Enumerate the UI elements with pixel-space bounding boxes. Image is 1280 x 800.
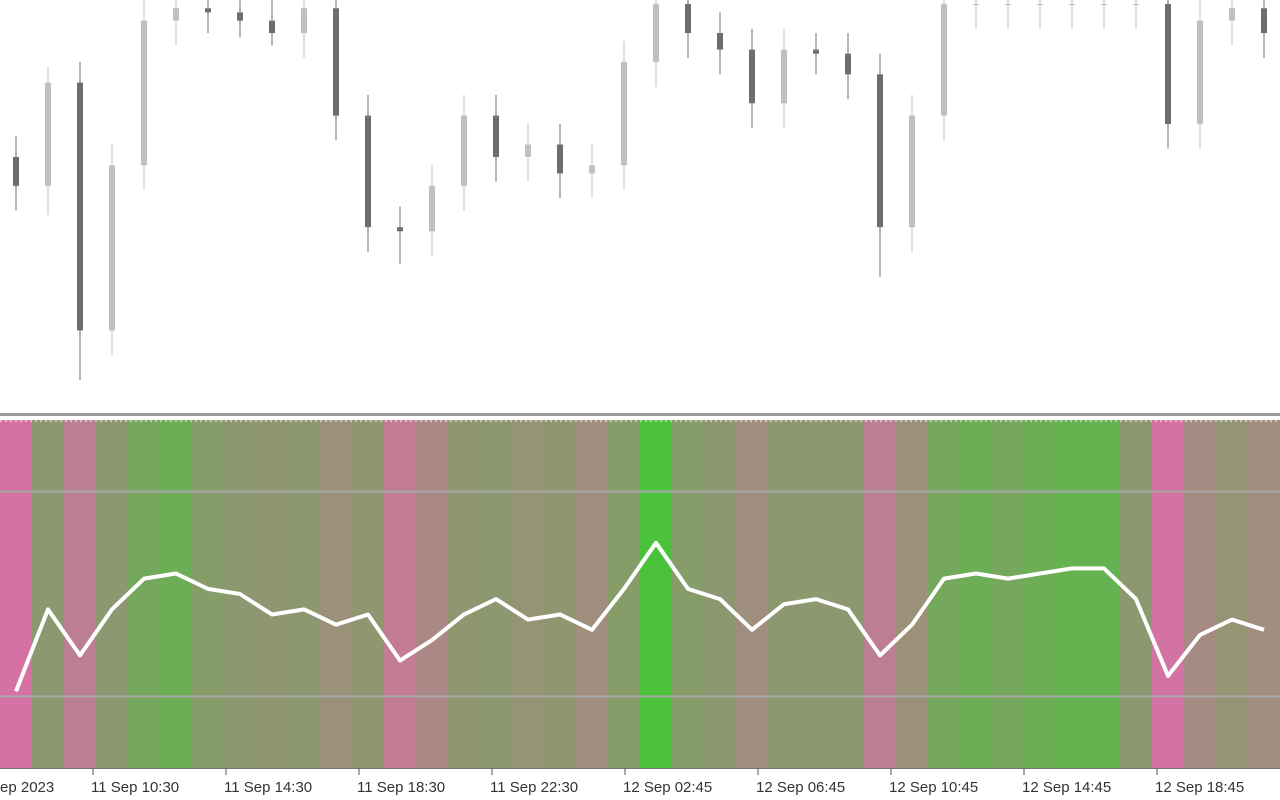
- x-tick-label: 12 Sep 10:45: [889, 779, 978, 796]
- color-band: [416, 420, 448, 768]
- color-band: [768, 420, 800, 768]
- candle-body: [685, 4, 691, 34]
- candle-body: [269, 20, 275, 34]
- candle-body: [1165, 4, 1171, 124]
- color-band: [1184, 420, 1216, 768]
- color-band: [896, 420, 928, 768]
- candle-body: [653, 4, 659, 62]
- color-band: [192, 420, 224, 768]
- color-band: [864, 420, 896, 768]
- candle-body: [1229, 8, 1235, 21]
- color-band: [1056, 420, 1088, 768]
- color-band: [96, 420, 128, 768]
- color-band: [576, 420, 608, 768]
- color-band: [160, 420, 192, 768]
- color-band: [992, 420, 1024, 768]
- candle-body: [109, 165, 115, 331]
- panel-separator: [0, 413, 1280, 416]
- color-band: [1024, 420, 1056, 768]
- candle-body: [141, 20, 147, 166]
- candle-body: [237, 12, 243, 21]
- x-tick-label: 11 Sep 18:30: [357, 779, 445, 796]
- x-tick-label: 12 Sep 14:45: [1022, 779, 1111, 796]
- color-band: [128, 420, 160, 768]
- color-band: [640, 420, 672, 768]
- x-axis: ep 2023 11 Sep 10:30 11 Sep 14:30 11 Sep 18…: [0, 768, 1244, 796]
- color-band: [0, 420, 32, 768]
- candle-body: [1037, 4, 1043, 6]
- candle-body: [365, 115, 371, 228]
- candle-body: [77, 82, 83, 331]
- x-tick-label: 11 Sep 10:30: [91, 779, 179, 796]
- color-band: [320, 420, 352, 768]
- candle-body: [909, 115, 915, 228]
- candle-body: [1069, 4, 1075, 6]
- candle-body: [973, 4, 979, 6]
- color-band: [1248, 420, 1280, 768]
- candle-body: [621, 61, 627, 166]
- color-band: [1216, 420, 1248, 768]
- candle-body: [493, 115, 499, 157]
- candle-body: [557, 144, 563, 174]
- candle-body: [877, 74, 883, 228]
- indicator-panel: [0, 420, 1280, 768]
- rsi-line: [14, 540, 1265, 692]
- color-band: [512, 420, 544, 768]
- candle-body: [749, 49, 755, 104]
- x-tick-label: 11 Sep 14:30: [224, 779, 312, 796]
- candle-body: [1101, 4, 1107, 6]
- color-band: [1088, 420, 1120, 768]
- color-band: [832, 420, 864, 768]
- candle-body: [1197, 20, 1203, 124]
- color-band: [544, 420, 576, 768]
- color-band: [288, 420, 320, 768]
- color-band: [64, 420, 96, 768]
- candle-body: [205, 8, 211, 13]
- candle-body: [1133, 4, 1139, 6]
- candle-body: [429, 185, 435, 232]
- x-tick-label: 12 Sep 06:45: [756, 779, 845, 796]
- candle-body: [525, 144, 531, 157]
- candle-body: [45, 82, 51, 186]
- candle-body: [173, 8, 179, 21]
- candle-body: [301, 8, 307, 34]
- x-tick-label: ep 2023: [0, 779, 54, 796]
- x-tick-label: 12 Sep 18:45: [1155, 779, 1244, 796]
- candle-body: [941, 4, 947, 116]
- candle-body: [845, 53, 851, 75]
- color-band: [608, 420, 640, 768]
- price-panel: [13, 0, 1267, 380]
- color-band: [736, 420, 768, 768]
- candle-body: [333, 8, 339, 116]
- color-band: [352, 420, 384, 768]
- candle-body: [781, 49, 787, 104]
- x-tick-label: 11 Sep 22:30: [490, 779, 578, 796]
- color-band: [480, 420, 512, 768]
- candle-body: [813, 49, 819, 54]
- color-band: [960, 420, 992, 768]
- color-band: [384, 420, 416, 768]
- candle-body: [717, 33, 723, 50]
- color-band: [256, 420, 288, 768]
- candle-body: [461, 115, 467, 186]
- color-band: [448, 420, 480, 768]
- color-band: [800, 420, 832, 768]
- candle-body: [589, 165, 595, 174]
- x-tick-label: 12 Sep 02:45: [623, 779, 712, 796]
- candle-body: [397, 227, 403, 232]
- color-band: [1152, 420, 1184, 768]
- color-band: [32, 420, 64, 768]
- candle-body: [13, 156, 19, 186]
- color-band: [1120, 420, 1152, 768]
- candle-body: [1261, 8, 1267, 34]
- candle-body: [1005, 4, 1011, 6]
